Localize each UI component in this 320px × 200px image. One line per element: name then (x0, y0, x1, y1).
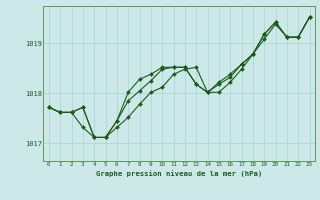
X-axis label: Graphe pression niveau de la mer (hPa): Graphe pression niveau de la mer (hPa) (96, 170, 262, 177)
